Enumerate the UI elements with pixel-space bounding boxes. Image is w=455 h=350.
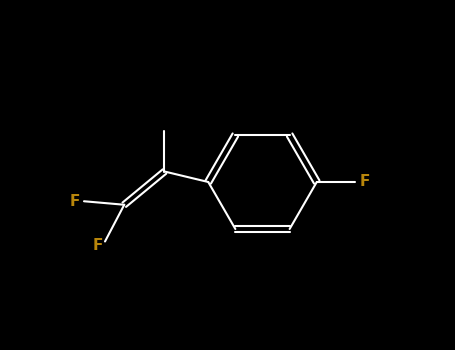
Text: F: F <box>93 238 103 253</box>
Text: F: F <box>359 175 370 189</box>
Text: F: F <box>70 194 80 209</box>
